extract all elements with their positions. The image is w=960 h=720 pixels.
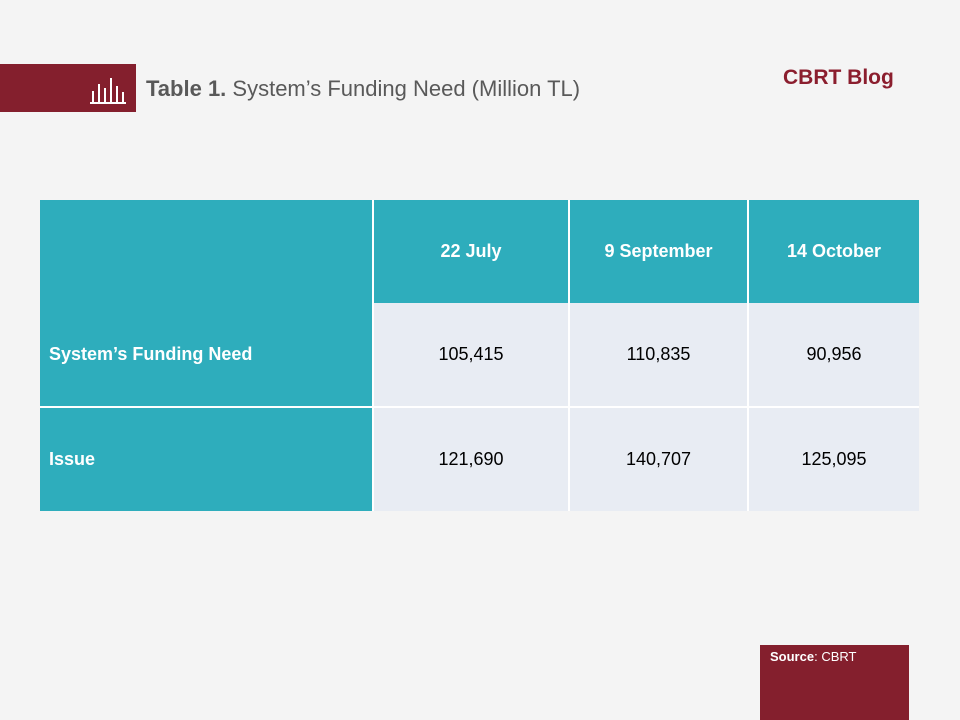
funding-table: 22 July 9 September 14 October System’s … bbox=[40, 200, 919, 511]
column-header: 14 October bbox=[748, 200, 919, 303]
header-band bbox=[0, 64, 136, 112]
bar-chart-icon bbox=[90, 78, 126, 104]
table-row: System’s Funding Need 105,415 110,835 90… bbox=[40, 303, 919, 408]
source-value: CBRT bbox=[821, 649, 857, 664]
column-header-empty bbox=[40, 200, 374, 303]
table-row: Issue 121,690 140,707 125,095 bbox=[40, 407, 919, 511]
column-header: 22 July bbox=[373, 200, 570, 303]
source-label: Source bbox=[770, 649, 815, 664]
brand-label: CBRT Blog bbox=[783, 66, 894, 89]
row-label: System’s Funding Need bbox=[40, 303, 374, 408]
table-cell: 90,956 bbox=[748, 303, 919, 408]
table-cell: 105,415 bbox=[373, 303, 570, 408]
title-text: System’s Funding Need (Million TL) bbox=[226, 76, 581, 101]
source-box: Source: CBRT bbox=[760, 645, 909, 720]
table-cell: 140,707 bbox=[569, 407, 749, 511]
source-separator: : bbox=[814, 649, 822, 664]
table-cell: 110,835 bbox=[569, 303, 749, 408]
table-header-row: 22 July 9 September 14 October bbox=[40, 200, 919, 303]
page-title: Table 1. System’s Funding Need (Million … bbox=[146, 76, 580, 102]
table-cell: 121,690 bbox=[373, 407, 570, 511]
row-label: Issue bbox=[40, 407, 374, 511]
column-header: 9 September bbox=[569, 200, 749, 303]
title-number: Table 1. bbox=[146, 76, 227, 101]
table-cell: 125,095 bbox=[748, 407, 919, 511]
